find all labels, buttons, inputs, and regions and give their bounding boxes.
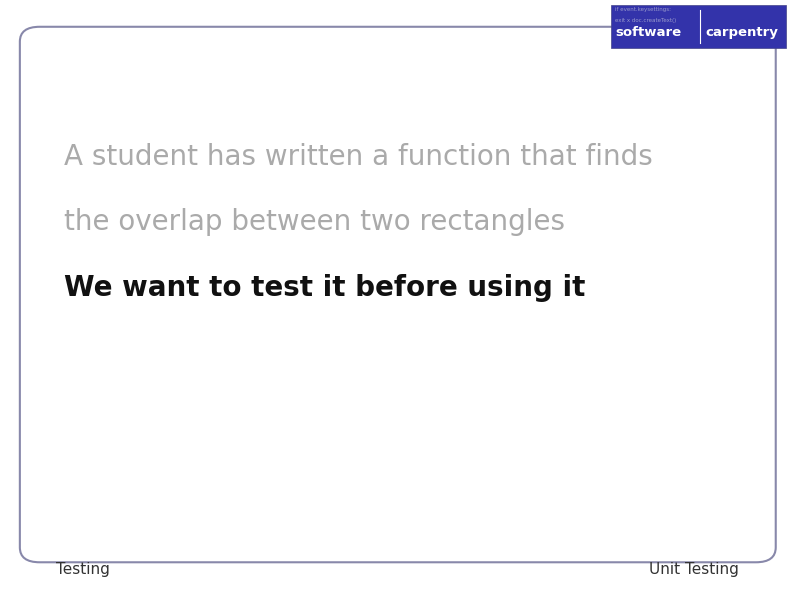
Text: if event.keysettings:: if event.keysettings: bbox=[615, 7, 671, 12]
Text: software: software bbox=[615, 26, 681, 39]
Text: A student has written a function that finds: A student has written a function that fi… bbox=[64, 143, 652, 171]
FancyBboxPatch shape bbox=[611, 5, 786, 48]
Text: Testing: Testing bbox=[56, 562, 110, 577]
Text: We want to test it before using it: We want to test it before using it bbox=[64, 274, 585, 302]
Text: exit x doc.createText(): exit x doc.createText() bbox=[615, 18, 676, 23]
Text: the overlap between two rectangles: the overlap between two rectangles bbox=[64, 208, 565, 236]
Text: Unit Testing: Unit Testing bbox=[649, 562, 738, 577]
FancyBboxPatch shape bbox=[20, 27, 776, 562]
Text: carpentry: carpentry bbox=[705, 26, 778, 39]
